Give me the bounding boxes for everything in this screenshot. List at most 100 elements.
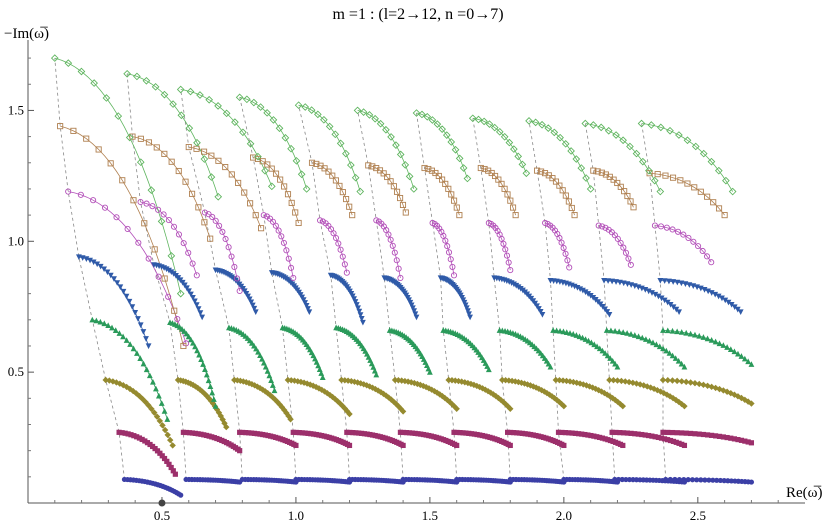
marker-n1-l12: [660, 429, 666, 435]
marker-n3-l11: [653, 341, 660, 348]
marker-n7-l11: [632, 149, 641, 158]
marker-n4-l6: [351, 296, 357, 302]
marker-n5-l3: [175, 231, 182, 238]
marker-n5-l11: [595, 222, 602, 229]
marker-n6-l9: [495, 176, 502, 183]
marker-n7-l12: [707, 157, 716, 166]
x-tick-label: 1.5: [422, 508, 438, 522]
marker-n5-l6: [330, 230, 337, 237]
marker-n2-l3: [215, 409, 223, 416]
marker-n5-l3: [149, 203, 156, 210]
marker-n2-l11: [614, 377, 621, 384]
marker-n7-l3: [214, 192, 223, 201]
marker-n7-l11: [581, 119, 590, 128]
marker-n1-l3: [195, 431, 201, 437]
marker-n5-l8: [444, 243, 451, 250]
marker-n7-l8: [412, 109, 421, 117]
marker-n7-l3: [142, 76, 151, 85]
marker-n5-l5: [269, 218, 277, 225]
marker-n6-l8: [425, 165, 432, 173]
marker-n3-l10: [573, 332, 580, 338]
marker-n0-l11: [623, 476, 629, 483]
marker-n5-l7: [397, 274, 404, 281]
x-tick-label: 1.0: [288, 508, 304, 522]
chart-title: m =1 : (l=2→12, n =0→7): [332, 6, 503, 23]
marker-n5-l3: [193, 272, 200, 279]
marker-n5-l2: [165, 293, 172, 300]
marker-n6-l10: [534, 167, 541, 174]
marker-n5-l12: [695, 243, 702, 250]
marker-n1-l9: [530, 432, 536, 438]
marker-n4-l2: [94, 261, 101, 268]
marker-n5-l8: [450, 272, 458, 279]
marker-n7-l8: [418, 110, 426, 119]
marker-n3-l10: [588, 339, 595, 346]
marker-n7-l4: [196, 91, 204, 99]
marker-n5-l7: [393, 257, 400, 264]
marker-n6-l6: [349, 212, 356, 219]
marker-n4-l6: [356, 308, 363, 315]
marker-n2-l12: [696, 380, 703, 388]
track-n6-l5: [253, 157, 299, 224]
marker-n4-l10: [585, 291, 592, 297]
marker-n7-l2: [125, 133, 134, 142]
marker-n4-l12: [701, 287, 708, 293]
marker-n3-l12: [724, 344, 731, 350]
marker-n7-l12: [728, 187, 737, 196]
marker-n6-l2: [57, 123, 64, 130]
guide-line-l7: [357, 110, 404, 480]
marker-n4-l12: [737, 309, 744, 316]
marker-n7-l9: [510, 145, 518, 153]
marker-n1-l8: [457, 430, 463, 436]
marker-n3-l2: [155, 392, 162, 399]
marker-n1-l12: [692, 431, 698, 437]
marker-n6-l6: [325, 168, 332, 175]
marker-n0-l12: [721, 478, 727, 484]
marker-n4-l2: [111, 276, 117, 283]
marker-n3-l11: [672, 355, 679, 361]
marker-n1-l8: [466, 430, 472, 436]
marker-n3-l2: [127, 341, 134, 347]
marker-n5-l7: [395, 265, 402, 272]
marker-n4-l12: [725, 299, 732, 306]
marker-n3-l10: [612, 360, 618, 367]
marker-n4-l2: [132, 310, 139, 316]
marker-n1-l11: [613, 429, 619, 436]
track-n3-l5: [282, 327, 324, 378]
marker-n5-l6: [341, 261, 348, 268]
marker-n7-l3: [151, 83, 160, 91]
marker-n2-l11: [633, 380, 640, 387]
marker-n6-l11: [590, 167, 597, 174]
marker-n3-l12: [735, 350, 741, 357]
track-n3-l11: [606, 329, 685, 368]
marker-n5-l3: [143, 200, 150, 207]
marker-n1-l3: [186, 430, 193, 436]
marker-n5-l9: [503, 252, 511, 259]
marker-n5-l12: [651, 222, 659, 229]
marker-n7-l2: [77, 67, 86, 76]
marker-n1-l9: [516, 430, 523, 436]
marker-n4-l11: [645, 288, 652, 295]
marker-n1-l10: [575, 431, 582, 437]
track-n7-l11: [585, 123, 661, 192]
guide-line-l11: [584, 123, 616, 480]
marker-n1-l4: [251, 430, 258, 436]
track-n3-l10: [553, 329, 618, 368]
marker-n4-l11: [676, 309, 682, 316]
marker-n7-l10: [582, 174, 590, 182]
marker-n6-l3: [145, 139, 152, 146]
marker-n1-l5: [296, 430, 302, 436]
marker-n6-l8: [421, 164, 428, 172]
marker-n1-l8: [507, 442, 513, 449]
marker-n2-l10: [563, 377, 570, 385]
marker-n1-l2: [142, 438, 148, 444]
marker-n3-l11: [675, 357, 682, 364]
marker-n4-l2: [129, 304, 136, 310]
marker-n3-l3: [210, 396, 217, 402]
marker-n2-l2: [151, 409, 158, 416]
marker-n7-l12: [699, 149, 708, 158]
marker-n4-l10: [606, 311, 613, 318]
marker-n7-l9: [522, 169, 531, 178]
marker-n2-l2: [153, 413, 161, 420]
marker-n7-l5: [275, 124, 284, 133]
